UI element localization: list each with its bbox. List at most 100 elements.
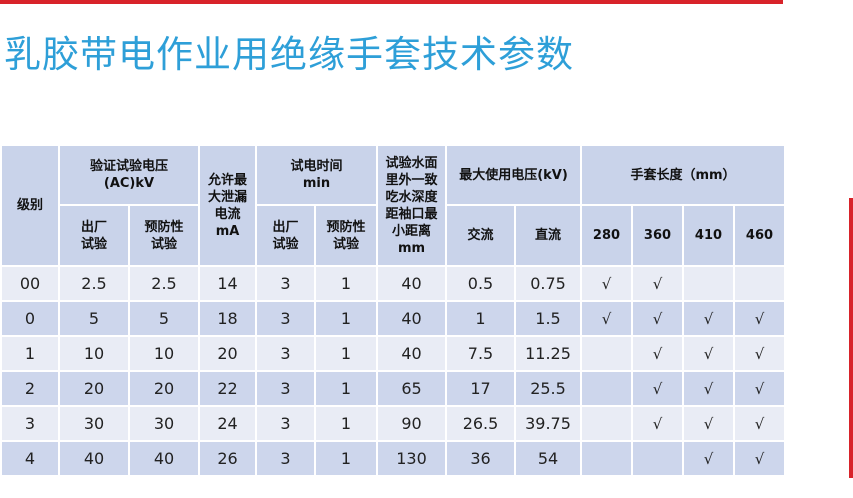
- cell-length-410: √: [682, 335, 735, 372]
- cell-time-factory: 3: [255, 265, 316, 302]
- cell-time-factory: 3: [255, 300, 316, 337]
- cell-level: 3: [0, 405, 60, 442]
- cell-max-voltage-ac: 36: [445, 440, 516, 477]
- cell-max-voltage-dc: 25.5: [514, 370, 582, 407]
- cell-max-voltage-dc: 1.5: [514, 300, 582, 337]
- cell-max-voltage-dc: 0.75: [514, 265, 582, 302]
- cell-test-voltage-preventive: 40: [128, 440, 200, 477]
- cell-max-voltage-ac: 0.5: [445, 265, 516, 302]
- cell-level: 00: [0, 265, 60, 302]
- cell-water-depth: 40: [376, 300, 447, 337]
- glove-parameters-table: 级别 验证试验电压 (AC)kV 允许最 大泄漏 电流 mA 试电时间 min …: [0, 144, 786, 477]
- header-length-360: 360: [631, 204, 684, 267]
- table-row: 00 2.5 2.5 14 3 1 40 0.5 0.75 √ √: [0, 265, 786, 302]
- cell-length-280: [580, 440, 633, 477]
- cell-length-410: √: [682, 370, 735, 407]
- header-factory-test: 出厂 试验: [58, 204, 130, 267]
- header-time-factory-test: 出厂 试验: [255, 204, 316, 267]
- header-time-preventive-test: 预防性 试验: [314, 204, 378, 267]
- cell-length-460: √: [733, 335, 786, 372]
- cell-water-depth: 130: [376, 440, 447, 477]
- table-row: 1 10 10 20 3 1 40 7.5 11.25 √ √ √: [0, 335, 786, 372]
- cell-level: 2: [0, 370, 60, 407]
- cell-max-voltage-ac: 1: [445, 300, 516, 337]
- cell-water-depth: 40: [376, 265, 447, 302]
- cell-test-voltage-factory: 20: [58, 370, 130, 407]
- cell-test-voltage-factory: 40: [58, 440, 130, 477]
- cell-length-360: √: [631, 405, 684, 442]
- cell-length-460: √: [733, 405, 786, 442]
- cell-test-voltage-factory: 30: [58, 405, 130, 442]
- cell-length-410: [682, 265, 735, 302]
- cell-test-voltage-preventive: 2.5: [128, 265, 200, 302]
- cell-length-410: √: [682, 300, 735, 337]
- cell-level: 0: [0, 300, 60, 337]
- cell-water-depth: 65: [376, 370, 447, 407]
- cell-length-460: √: [733, 370, 786, 407]
- cell-length-280: √: [580, 265, 633, 302]
- cell-leakage-current: 14: [198, 265, 257, 302]
- cell-time-factory: 3: [255, 405, 316, 442]
- cell-time-preventive: 1: [314, 405, 378, 442]
- cell-length-280: √: [580, 300, 633, 337]
- cell-leakage-current: 20: [198, 335, 257, 372]
- cell-test-voltage-factory: 5: [58, 300, 130, 337]
- cell-test-voltage-factory: 10: [58, 335, 130, 372]
- cell-leakage-current: 26: [198, 440, 257, 477]
- header-length-410: 410: [682, 204, 735, 267]
- cell-max-voltage-ac: 7.5: [445, 335, 516, 372]
- cell-test-voltage-preventive: 5: [128, 300, 200, 337]
- cell-max-voltage-dc: 54: [514, 440, 582, 477]
- cell-length-360: √: [631, 300, 684, 337]
- cell-leakage-current: 24: [198, 405, 257, 442]
- cell-water-depth: 90: [376, 405, 447, 442]
- cell-time-preventive: 1: [314, 440, 378, 477]
- cell-length-360: [631, 440, 684, 477]
- header-level: 级别: [0, 144, 60, 267]
- cell-length-460: √: [733, 440, 786, 477]
- cell-max-voltage-ac: 17: [445, 370, 516, 407]
- cell-time-preventive: 1: [314, 300, 378, 337]
- table-row: 2 20 20 22 3 1 65 17 25.5 √ √ √: [0, 370, 786, 407]
- cell-length-280: [580, 405, 633, 442]
- cell-length-360: √: [631, 265, 684, 302]
- cell-level: 4: [0, 440, 60, 477]
- cell-time-preventive: 1: [314, 335, 378, 372]
- cell-length-280: [580, 335, 633, 372]
- cell-length-460: [733, 265, 786, 302]
- header-preventive-test: 预防性 试验: [128, 204, 200, 267]
- cell-length-280: [580, 370, 633, 407]
- cell-test-voltage-preventive: 20: [128, 370, 200, 407]
- cell-level: 1: [0, 335, 60, 372]
- header-length-280: 280: [580, 204, 633, 267]
- page-title: 乳胶带电作业用绝缘手套技术参数: [4, 33, 574, 76]
- cell-test-voltage-preventive: 10: [128, 335, 200, 372]
- header-leakage-current: 允许最 大泄漏 电流 mA: [198, 144, 257, 267]
- header-test-voltage: 验证试验电压 (AC)kV: [58, 144, 200, 206]
- cell-max-voltage-dc: 11.25: [514, 335, 582, 372]
- cell-leakage-current: 18: [198, 300, 257, 337]
- cell-time-factory: 3: [255, 440, 316, 477]
- cell-max-voltage-ac: 26.5: [445, 405, 516, 442]
- cell-leakage-current: 22: [198, 370, 257, 407]
- cell-test-voltage-preventive: 30: [128, 405, 200, 442]
- header-dc: 直流: [514, 204, 582, 267]
- cell-time-factory: 3: [255, 335, 316, 372]
- table-row: 4 40 40 26 3 1 130 36 54 √ √: [0, 440, 786, 477]
- right-accent-bar: [849, 198, 853, 478]
- cell-time-preventive: 1: [314, 265, 378, 302]
- header-ac: 交流: [445, 204, 516, 267]
- cell-water-depth: 40: [376, 335, 447, 372]
- cell-length-460: √: [733, 300, 786, 337]
- table-row: 3 30 30 24 3 1 90 26.5 39.75 √ √ √: [0, 405, 786, 442]
- cell-length-410: √: [682, 405, 735, 442]
- top-accent-line: [0, 0, 783, 4]
- table-row: 0 5 5 18 3 1 40 1 1.5 √ √ √ √: [0, 300, 786, 337]
- header-length-460: 460: [733, 204, 786, 267]
- header-max-voltage: 最大使用电压(kV): [445, 144, 582, 206]
- cell-test-voltage-factory: 2.5: [58, 265, 130, 302]
- cell-length-360: √: [631, 335, 684, 372]
- header-glove-length: 手套长度（mm）: [580, 144, 786, 206]
- header-test-time: 试电时间 min: [255, 144, 378, 206]
- cell-time-factory: 3: [255, 370, 316, 407]
